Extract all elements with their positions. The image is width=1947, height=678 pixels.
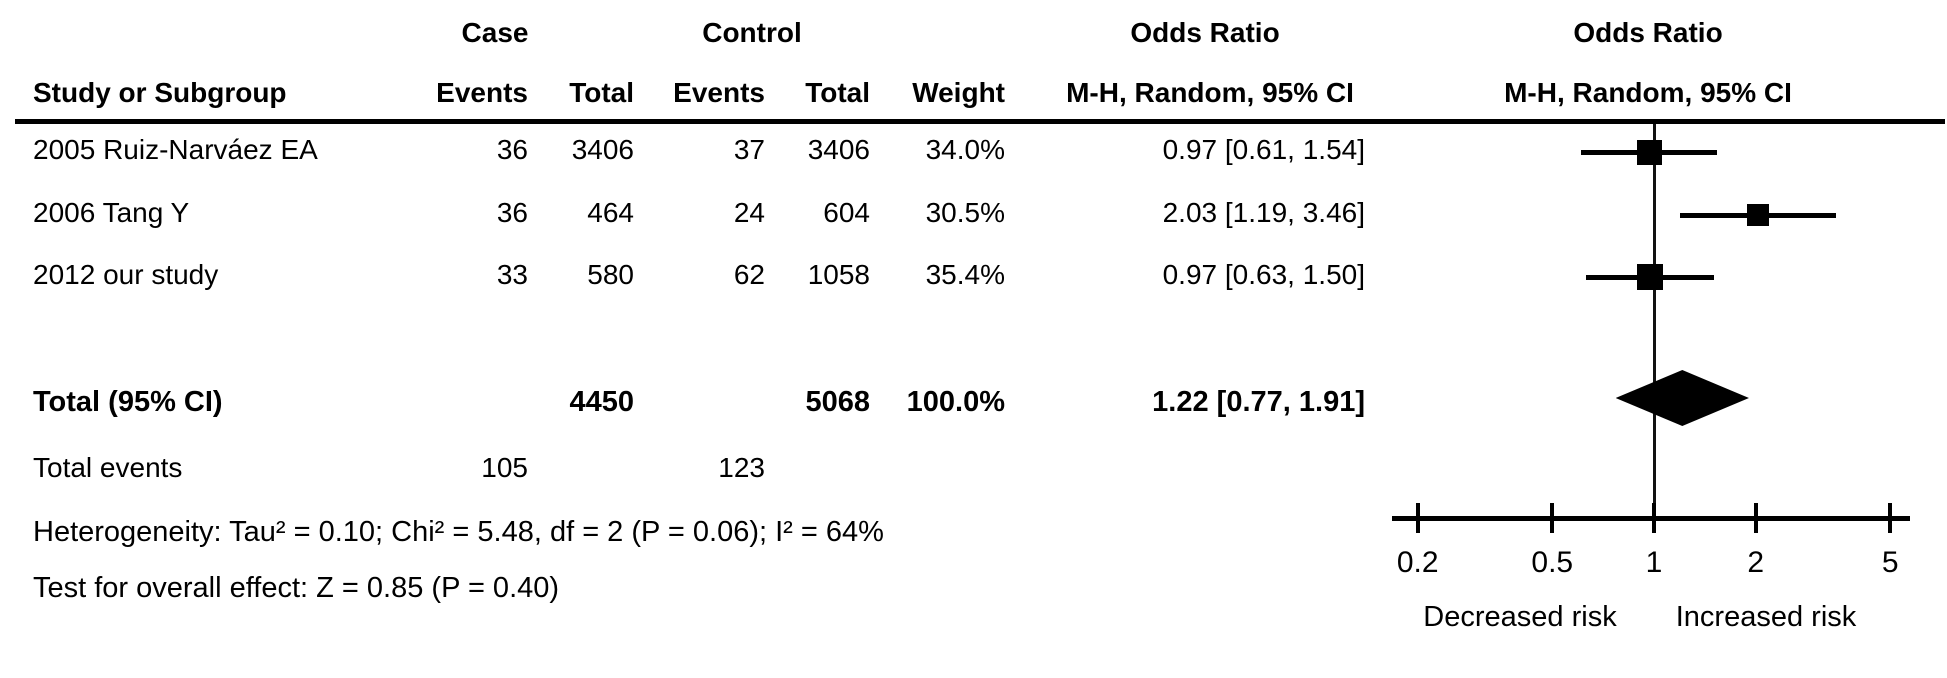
row-0-or-ci: 0.97 [0.61, 1.54] [1162, 134, 1365, 165]
overall-effect-text: Test for overall effect: Z = 0.85 (P = 0… [33, 572, 560, 604]
row-0-weight: 34.0% [925, 134, 1005, 165]
row-2-study: 2012 our study [33, 259, 219, 290]
col-header-case-events: Events [436, 77, 528, 108]
col-header-control-total: Total [805, 77, 870, 108]
x-axis-tick-1 [1652, 503, 1656, 533]
x-axis-tick-5 [1888, 503, 1893, 533]
row-1-study: 2006 Tang Y [33, 197, 190, 228]
group-header-odds-ratio-plot: Odds Ratio [1573, 17, 1723, 48]
x-axis-line [1392, 516, 1910, 521]
col-header-weight: Weight [912, 77, 1005, 108]
point-square-study-1 [1746, 204, 1769, 226]
row-1-control-events: 24 [733, 197, 765, 228]
row-0-study: 2005 Ruiz-Narváez EA [33, 134, 318, 165]
overall-diamond [1615, 370, 1749, 426]
row-0-case-events: 36 [496, 134, 528, 165]
axis-label-increased-risk: Increased risk [1675, 601, 1857, 633]
row-2-weight: 35.4% [925, 259, 1005, 290]
row-1-case-events: 36 [496, 197, 528, 228]
row-0-control-events: 37 [733, 134, 765, 165]
total-control-total: 5068 [805, 386, 870, 418]
col-header-or-method: M-H, Random, 95% CI [1066, 77, 1354, 108]
heterogeneity-text: Heterogeneity: Tau² = 0.10; Chi² = 5.48,… [33, 516, 884, 548]
group-header-case: Case [461, 17, 529, 48]
row-1-weight: 30.5% [925, 197, 1005, 228]
col-header-or-method-plot: M-H, Random, 95% CI [1504, 77, 1792, 108]
row-2-or-ci: 0.97 [0.63, 1.50] [1162, 259, 1365, 290]
total-case-total: 4450 [569, 386, 634, 418]
point-square-study-2 [1636, 264, 1663, 290]
x-axis-tick-0.2 [1415, 503, 1420, 533]
total-or-ci: 1.22 [0.77, 1.91] [1152, 386, 1365, 418]
group-header-odds-ratio: Odds Ratio [1130, 17, 1280, 48]
point-square-study-0 [1637, 139, 1663, 165]
row-2-case-total: 580 [587, 259, 634, 290]
row-1-or-ci: 2.03 [1.19, 3.46] [1162, 197, 1365, 228]
row-0-case-total: 3406 [571, 134, 634, 165]
header-rule [15, 119, 1945, 124]
col-header-study: Study or Subgroup [33, 77, 287, 108]
axis-label-decreased-risk: Decreased risk [1423, 601, 1617, 633]
col-header-case-total: Total [569, 77, 634, 108]
total-events-control: 123 [718, 452, 765, 483]
total-row-label: Total (95% CI) [33, 386, 223, 418]
x-axis-tick-0.5 [1550, 503, 1555, 533]
row-2-case-events: 33 [496, 259, 528, 290]
x-tick-label-0.2: 0.2 [1396, 546, 1439, 579]
group-header-control: Control [702, 17, 802, 48]
total-events-case: 105 [481, 452, 528, 483]
x-tick-label-0.5: 0.5 [1531, 546, 1574, 579]
total-events-label: Total events [33, 452, 183, 483]
x-tick-label-1: 1 [1645, 546, 1663, 579]
col-header-control-events: Events [673, 77, 765, 108]
x-tick-label-5: 5 [1881, 546, 1899, 579]
row-1-control-total: 604 [823, 197, 870, 228]
x-axis-tick-2 [1753, 503, 1758, 533]
total-weight: 100.0% [906, 386, 1005, 418]
row-1-case-total: 464 [587, 197, 634, 228]
null-line [1652, 124, 1656, 533]
row-2-control-events: 62 [733, 259, 765, 290]
x-tick-label-2: 2 [1747, 546, 1765, 579]
row-2-control-total: 1058 [807, 259, 870, 290]
row-0-control-total: 3406 [807, 134, 870, 165]
